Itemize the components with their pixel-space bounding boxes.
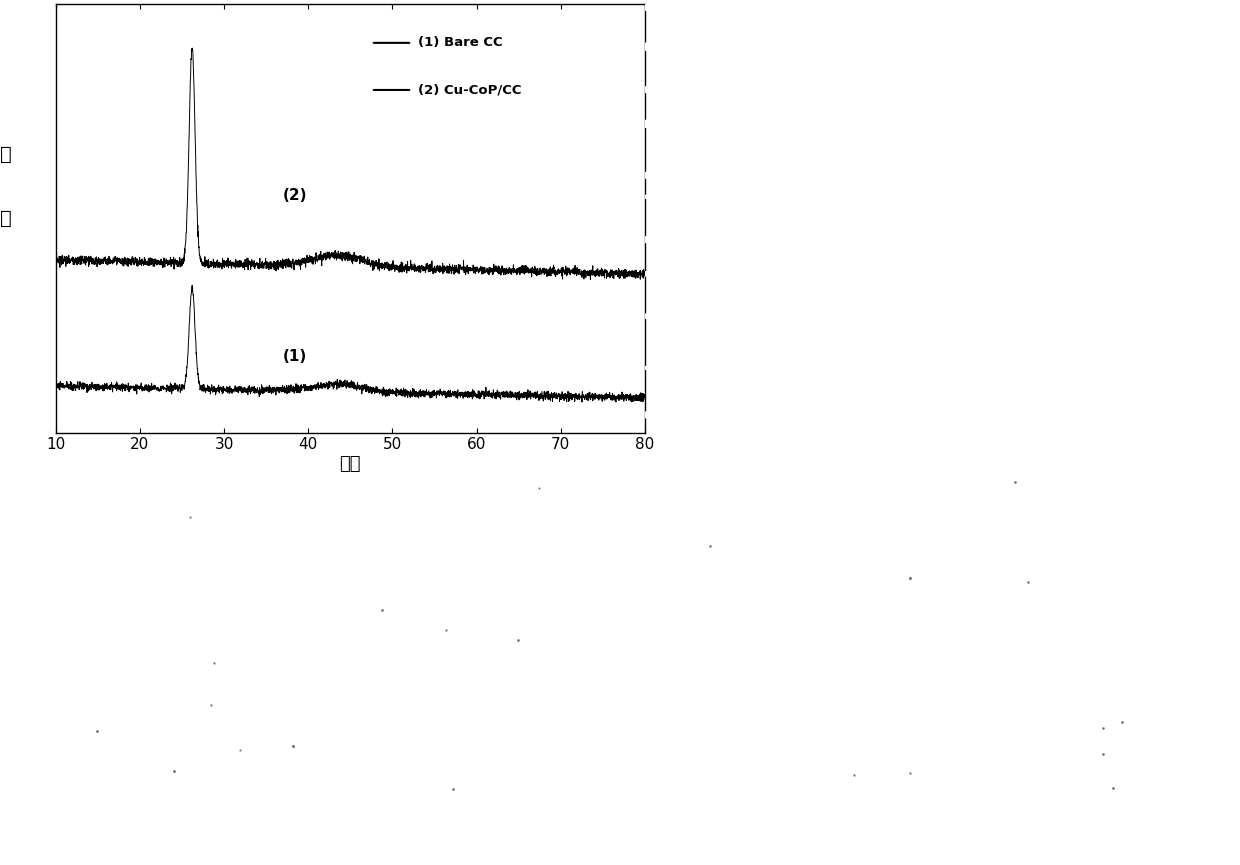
- Text: (d): (d): [660, 445, 693, 465]
- Text: 强: 强: [0, 144, 11, 163]
- Text: 1um: 1um: [482, 548, 531, 567]
- Text: 50um: 50um: [851, 787, 930, 811]
- Text: 50um: 50um: [1009, 369, 1076, 389]
- Text: (1): (1): [283, 349, 308, 364]
- Text: (c): (c): [71, 445, 102, 465]
- Text: 1um: 1um: [1071, 548, 1120, 567]
- Text: (2): (2): [283, 189, 308, 203]
- Text: 度: 度: [0, 209, 11, 227]
- Text: (2) Cu-CoP/CC: (2) Cu-CoP/CC: [418, 83, 522, 97]
- Text: (1) Bare CC: (1) Bare CC: [418, 36, 502, 49]
- Text: (b): (b): [657, 17, 691, 37]
- Text: 50um: 50um: [262, 787, 341, 811]
- Text: (b): (b): [660, 16, 693, 36]
- X-axis label: 角度: 角度: [340, 455, 361, 473]
